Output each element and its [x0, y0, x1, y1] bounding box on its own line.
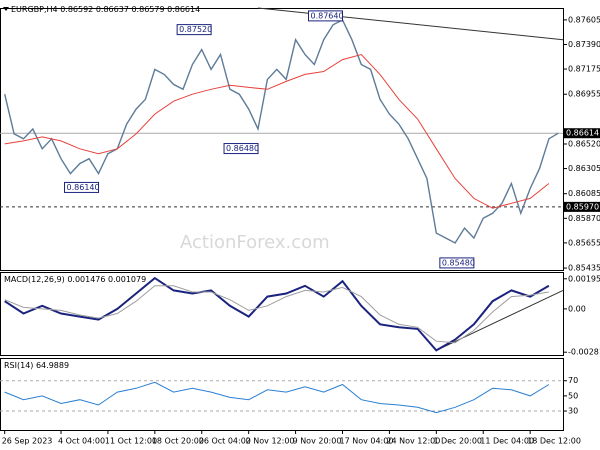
rsi-line	[4, 381, 550, 414]
watermark: ActionForex.com	[180, 232, 330, 253]
macd-header: MACD(12,26,9) 0.001476 0.001079	[4, 275, 146, 284]
price-level-label: 0.85970	[566, 202, 599, 211]
x-tick-label: 17 Nov 04:00	[339, 437, 393, 446]
x-tick-label: 18 Oct 20:00	[152, 437, 204, 446]
high: 0.86637	[96, 5, 129, 14]
annotation-label: 0.85480	[442, 258, 475, 267]
x-tick-label: 18 Dec 12:00	[527, 437, 581, 446]
x-tick-label: 2 Nov 12:00	[246, 437, 295, 446]
x-tick-label: 11 Dec 04:00	[480, 437, 534, 446]
macd-value: 0.001476	[67, 275, 105, 284]
y-tick-label: 70	[568, 376, 578, 385]
price-line	[4, 18, 559, 244]
panel-border	[0, 358, 564, 431]
panel-border	[0, 272, 564, 356]
price-header: EURGBP,H4 0.86592 0.86637 0.86579 0.8661…	[11, 5, 200, 14]
y-tick-label: 0.86520	[568, 139, 600, 148]
y-tick-label: 0.001959	[568, 274, 600, 283]
menu-arrow	[3, 7, 9, 11]
y-tick-label: 0.86955	[568, 90, 600, 99]
y-tick-label: 0.87605	[568, 15, 600, 24]
y-tick-label: 30	[568, 407, 578, 416]
annotation-label: 0.87640	[310, 11, 343, 20]
moving-average	[4, 53, 550, 209]
annotation-label: 0.86480	[226, 144, 259, 153]
price-level-box	[564, 128, 600, 139]
annotation-box	[307, 10, 343, 22]
annotation-box	[223, 143, 259, 155]
price-level-label: 0.86614	[566, 129, 599, 138]
y-tick-label: 0.86085	[568, 189, 600, 198]
macd-title: MACD(12,26,9)	[4, 275, 65, 284]
signal-line	[4, 285, 549, 344]
x-tick-label: 11 Oct 12:00	[105, 437, 157, 446]
y-tick-label: 0.87390	[568, 40, 600, 49]
low: 0.86579	[131, 5, 164, 14]
y-tick-label: 0.87175	[568, 65, 600, 74]
annotation-box	[439, 257, 475, 269]
symbol: EURGBP,H4	[11, 5, 58, 14]
annotation-label: 0.86140	[67, 183, 100, 192]
y-tick-label: 0.85655	[568, 238, 600, 247]
plots: 0.87605 0.87390 0.87175 0.86955 0.86520 0.863…	[0, 7, 600, 446]
y-tick-label: 0.85435	[568, 264, 600, 273]
trendline	[436, 289, 564, 351]
y-tick-label: 0.86305	[568, 164, 600, 173]
x-tick-label: 26 Sep 2023	[2, 437, 53, 446]
x-tick-label: 26 Oct 04:00	[199, 437, 251, 446]
x-tick-label: 9 Nov 20:00	[293, 437, 342, 446]
close: 0.86614	[167, 5, 200, 14]
y-tick-label: 50	[568, 391, 578, 400]
x-tick-label: 4 Oct 04:00	[58, 437, 105, 446]
annotation-label: 0.87520	[179, 25, 212, 34]
price-level-box	[564, 201, 600, 212]
signal-value: 0.001079	[108, 275, 146, 284]
macd-line	[4, 276, 550, 352]
y-tick-label: -0.002818	[568, 348, 600, 357]
y-tick-label: 0.00	[568, 304, 586, 313]
annotation-box	[176, 24, 212, 36]
rsi-header: RSI(14) 64.9889	[4, 361, 69, 370]
annotation-box	[64, 181, 100, 193]
panel-border	[0, 8, 564, 271]
y-tick-label: 0.85870	[568, 214, 600, 223]
x-tick-label: 1 Dec 20:00	[433, 437, 482, 446]
open: 0.86592	[60, 5, 93, 14]
rsi-title: RSI(14)	[4, 361, 33, 370]
rsi-value: 64.9889	[36, 361, 69, 370]
x-tick-label: 24 Nov 12:00	[386, 437, 440, 446]
